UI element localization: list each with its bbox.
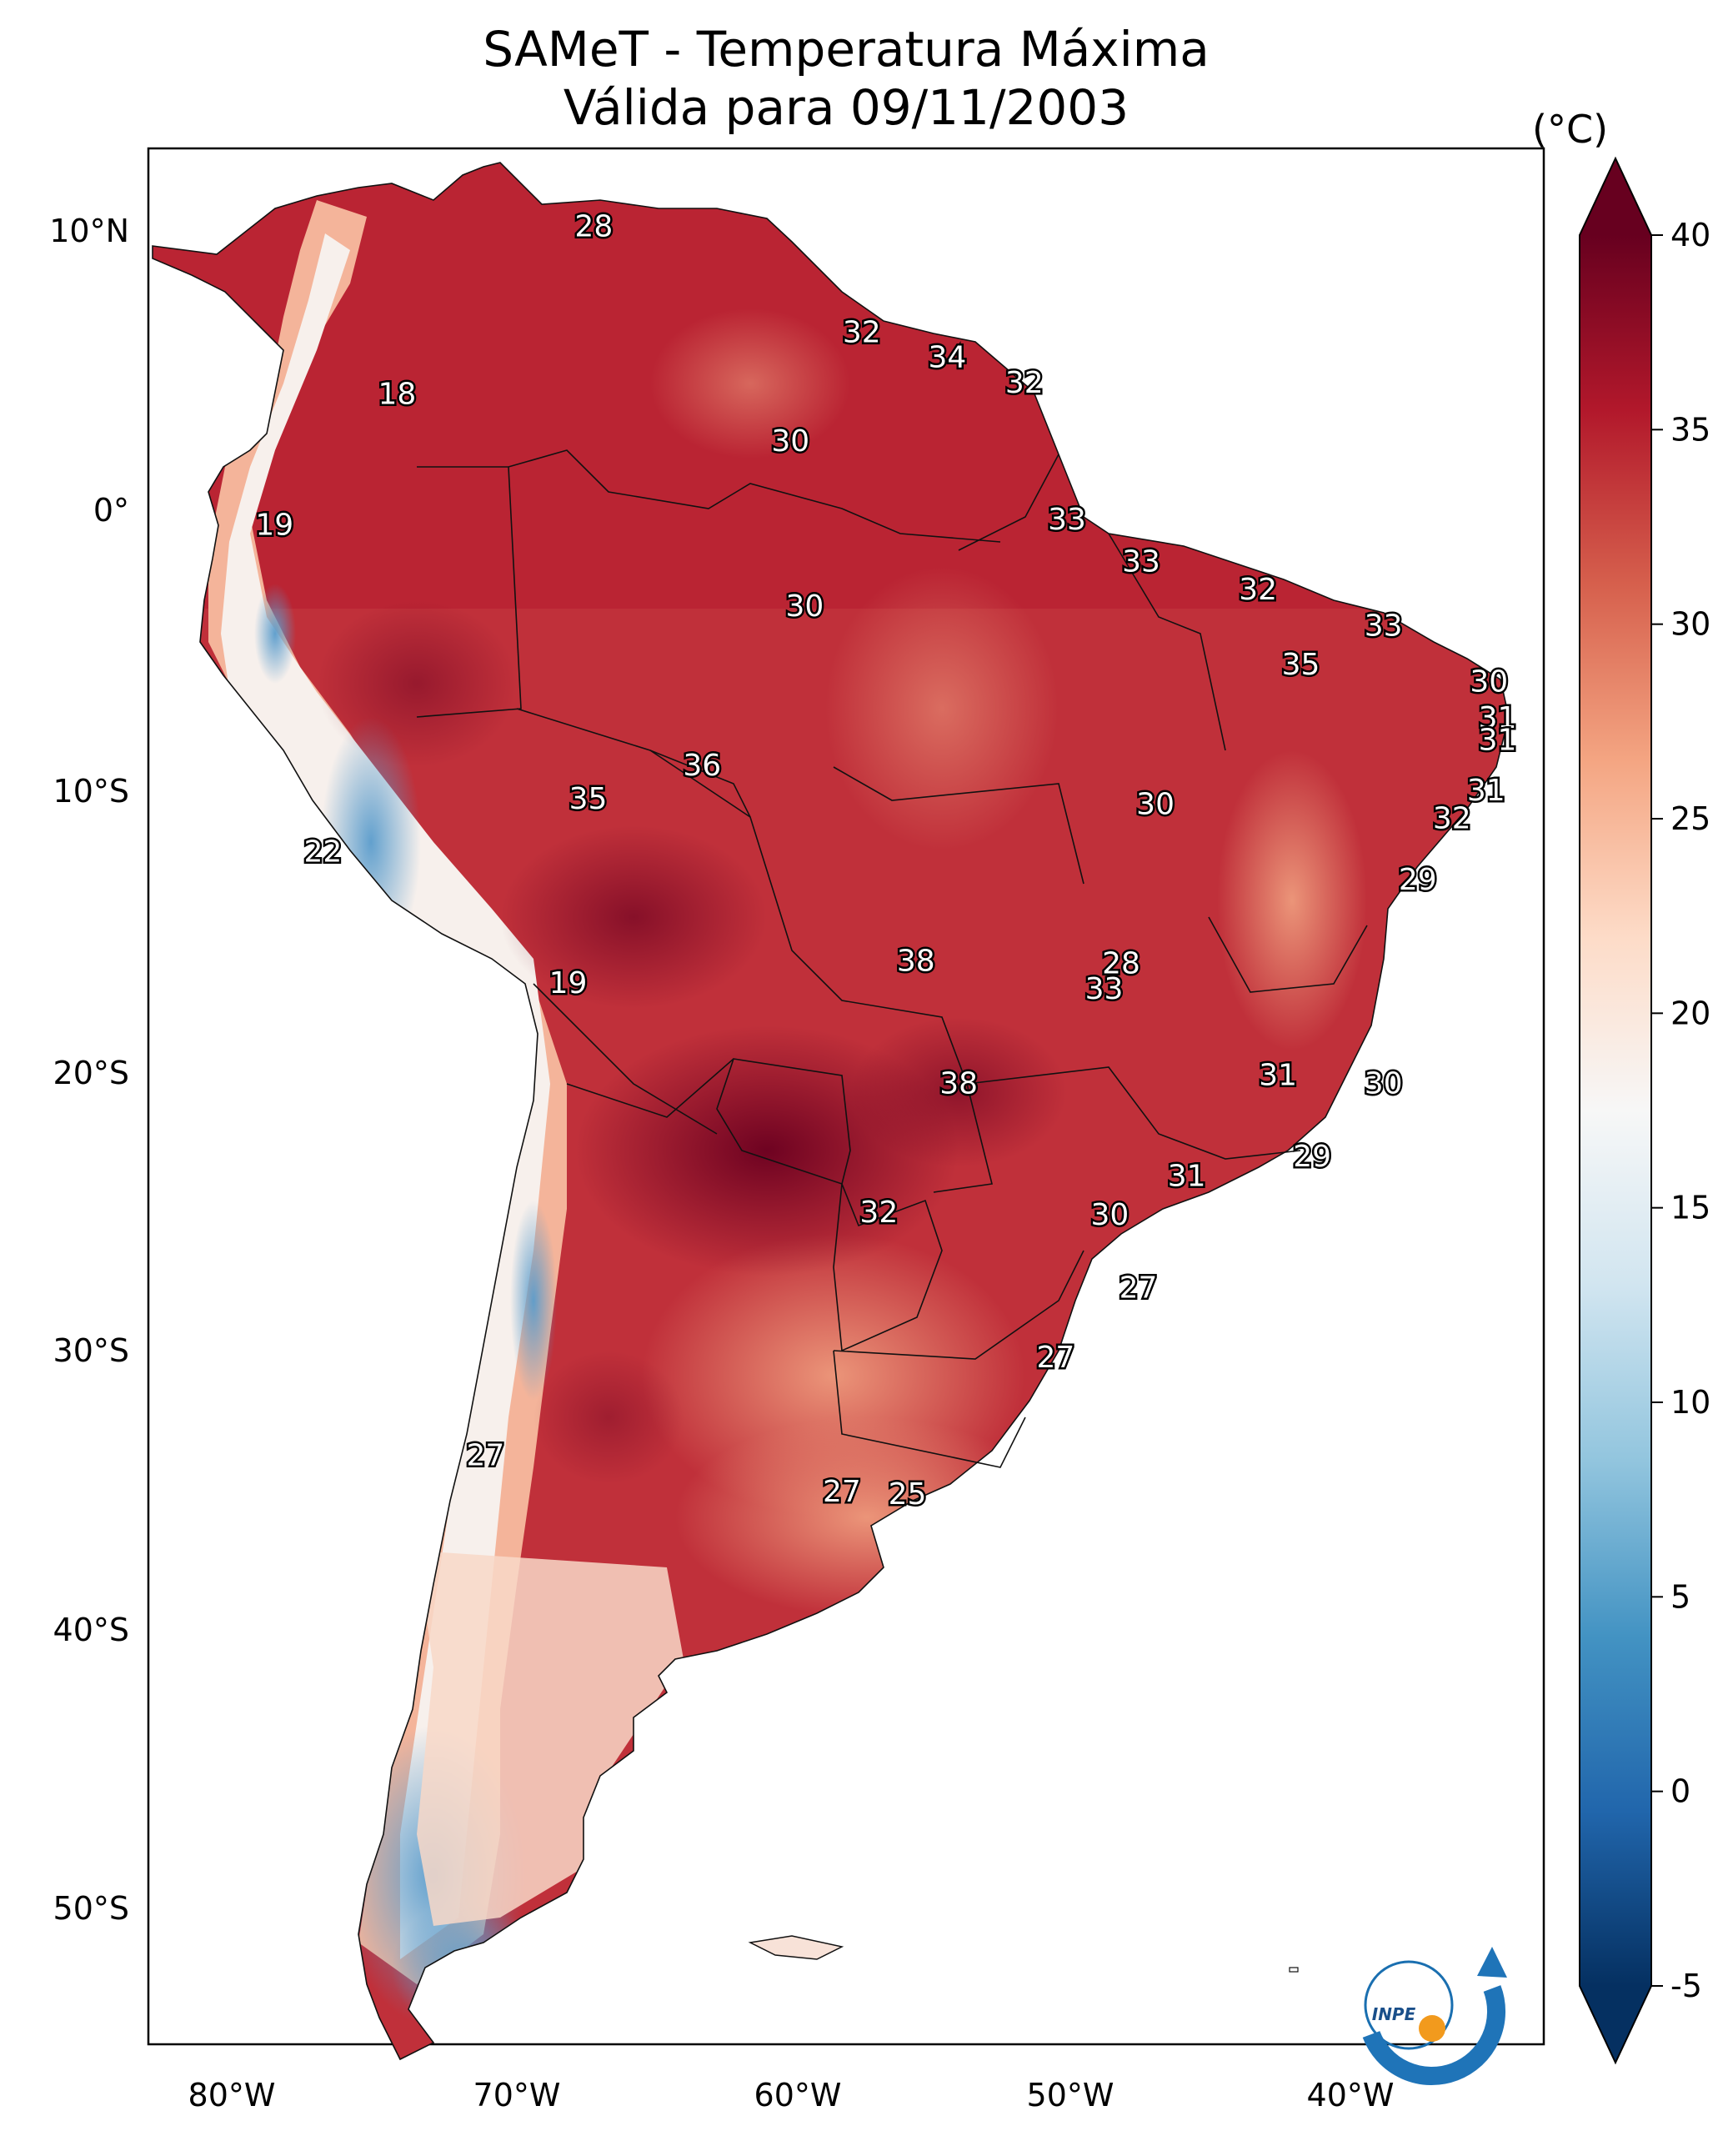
colorbar-tick-label: -5 bbox=[1670, 1968, 1702, 2004]
contour-label: 18 bbox=[378, 377, 416, 411]
colorbar-tick-label: 5 bbox=[1670, 1578, 1690, 1615]
colorbar-tick-label: 30 bbox=[1670, 606, 1710, 643]
contour-label: 33 bbox=[1122, 544, 1160, 579]
contour-label: 25 bbox=[889, 1477, 927, 1512]
contour-label: 32 bbox=[1433, 801, 1471, 835]
contour-label: 33 bbox=[1365, 609, 1403, 643]
lat-label-0: 0° bbox=[93, 492, 129, 529]
colorbar-tick-label: 35 bbox=[1670, 411, 1710, 448]
colorbar-tick-label: 25 bbox=[1670, 800, 1710, 837]
contour-label: 38 bbox=[897, 944, 935, 978]
contour-label: 33 bbox=[1085, 972, 1124, 1006]
colorbar-scale bbox=[1580, 235, 1651, 1986]
contour-label: 32 bbox=[1239, 573, 1277, 607]
contour-label: 19 bbox=[549, 966, 588, 1000]
country-borders bbox=[416, 449, 1368, 1468]
lat-label-40s: 40°S bbox=[53, 1612, 129, 1648]
contour-label: 30 bbox=[1470, 664, 1508, 699]
contour-label: 27 bbox=[1119, 1271, 1158, 1305]
contour-label: 31 bbox=[1479, 701, 1517, 735]
lat-label-50s: 50°S bbox=[53, 1890, 129, 1927]
contour-label: 28 bbox=[574, 209, 613, 243]
colorbar-unit: (°C) bbox=[1532, 107, 1609, 152]
contour-label: 28 bbox=[1102, 947, 1140, 981]
colorbar-tick-label: 40 bbox=[1670, 217, 1710, 253]
logo-text: INPE bbox=[1372, 2004, 1416, 2024]
contour-label: 32 bbox=[859, 1196, 898, 1230]
colorbar-max-extend bbox=[1580, 158, 1651, 235]
lat-label-20s: 20°S bbox=[53, 1055, 129, 1091]
contour-label: 31 bbox=[1168, 1159, 1206, 1193]
contour-label: 27 bbox=[823, 1475, 861, 1509]
lat-label-30s: 30°S bbox=[53, 1332, 129, 1369]
contour-label: 34 bbox=[929, 341, 967, 375]
contour-label: 30 bbox=[771, 424, 809, 459]
colorbar-ticks: 40 35 30 25 20 15 10 5 0 -5 bbox=[1651, 217, 1710, 2004]
logo-arrow-icon bbox=[1477, 1947, 1507, 1978]
lon-label-70w: 70°W bbox=[473, 2077, 561, 2113]
contour-label: 22 bbox=[304, 835, 343, 870]
contour-label: 35 bbox=[1282, 648, 1320, 682]
lon-label-80w: 80°W bbox=[188, 2077, 276, 2113]
colorbar-tick-label: 0 bbox=[1670, 1773, 1690, 1810]
contour-label: 36 bbox=[683, 749, 721, 783]
contour-label: 31 bbox=[1467, 774, 1505, 808]
contour-label: 38 bbox=[939, 1067, 978, 1101]
falklands-island bbox=[748, 1935, 844, 1960]
logo-sun bbox=[1419, 2015, 1445, 2042]
contour-label: 27 bbox=[466, 1438, 504, 1472]
lon-label-50w: 50°W bbox=[1027, 2077, 1114, 2113]
south-georgia bbox=[1289, 1967, 1299, 1973]
contour-label: 30 bbox=[786, 589, 824, 624]
contour-label: 19 bbox=[255, 509, 293, 543]
lon-label-60w: 60°W bbox=[754, 2077, 842, 2113]
colorbar-tick-label: 15 bbox=[1670, 1190, 1710, 1226]
contour-label: 30 bbox=[1365, 1067, 1403, 1101]
contour-label: 32 bbox=[843, 316, 881, 350]
logo-ring bbox=[1364, 1960, 1454, 2050]
logo-arc bbox=[1362, 1985, 1506, 2086]
contour-label: 31 bbox=[1479, 724, 1517, 758]
colorbar-tick-label: 20 bbox=[1670, 995, 1710, 1031]
map-subtitle: Válida para 09/11/2003 bbox=[563, 79, 1129, 136]
inpe-logo: INPE bbox=[1362, 1947, 1507, 2086]
colorbar-min-extend bbox=[1580, 1986, 1651, 2063]
contour-label: 35 bbox=[569, 782, 608, 816]
contour-label: 30 bbox=[1136, 788, 1175, 822]
lat-label-10n: 10°N bbox=[49, 213, 129, 249]
colorbar: 40 35 30 25 20 15 10 5 0 -5 bbox=[1579, 156, 1710, 2065]
contour-label: 33 bbox=[1048, 503, 1086, 537]
colorbar-tick-label: 10 bbox=[1670, 1384, 1710, 1421]
lat-label-10s: 10°S bbox=[53, 773, 129, 810]
contour-label: 30 bbox=[1090, 1198, 1129, 1232]
map-title: SAMeT - Temperatura Máxima bbox=[483, 21, 1210, 78]
contour-label: 27 bbox=[1036, 1341, 1074, 1375]
contour-label: 29 bbox=[1293, 1140, 1331, 1174]
contour-label: 32 bbox=[1005, 366, 1044, 400]
contour-label: 29 bbox=[1399, 863, 1437, 897]
lon-label-40w: 40°W bbox=[1307, 2077, 1395, 2113]
contour-label: 31 bbox=[1259, 1059, 1297, 1093]
